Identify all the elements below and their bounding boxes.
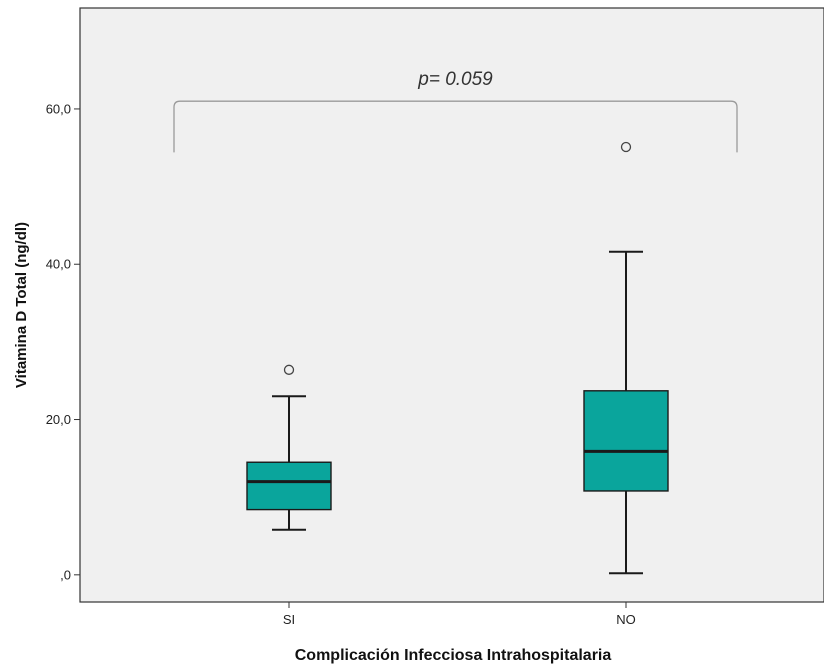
significance-bracket [173, 100, 738, 153]
x-axis: SI NO [283, 602, 636, 627]
box-group-si [246, 364, 332, 531]
significance-annotation: p= 0.059 [173, 69, 738, 153]
plot-area [79, 7, 824, 603]
y-tick-label: 60,0 [46, 101, 71, 116]
x-tick-label: NO [616, 612, 636, 627]
outlier-point [620, 141, 632, 153]
y-axis: ,0 20,0 40,0 60,0 [46, 101, 80, 582]
y-axis-title: Vitamina D Total (ng/dl) [13, 222, 30, 388]
box-group-no [583, 141, 669, 575]
boxes [246, 141, 669, 575]
y-tick-label: 40,0 [46, 257, 71, 272]
outlier-point [283, 364, 295, 375]
x-axis-title: Complicación Infecciosa Intrahospitalari… [295, 647, 612, 664]
y-tick-label: 20,0 [46, 412, 71, 427]
y-tick-label: ,0 [60, 567, 71, 582]
iqr-box [583, 390, 669, 492]
iqr-box [246, 461, 332, 511]
p-value-label: p= 0.059 [417, 69, 493, 90]
x-tick-label: SI [283, 612, 295, 627]
